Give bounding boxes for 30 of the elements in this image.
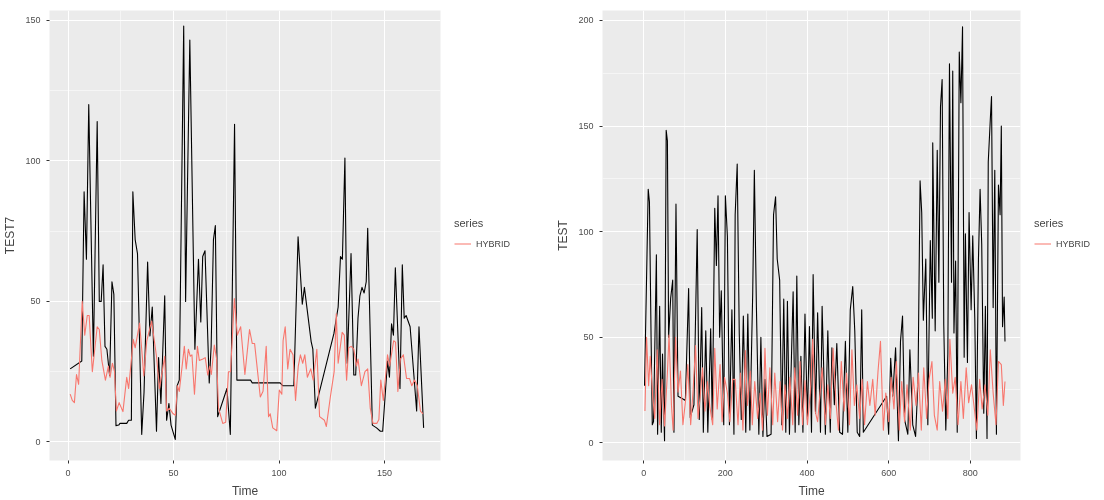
y-axis-title: TEST [556,219,571,251]
line-series [69,298,424,432]
line-series [69,25,425,440]
x-tick-label: 0 [641,467,647,478]
legend-label: HYBRID [476,238,511,249]
legend-label: HYBRID [1056,238,1091,249]
x-axis-title: Time [231,483,259,498]
x-tick-label: 150 [377,467,393,478]
x-tick-label: 800 [962,467,978,478]
x-tick-label: 200 [717,467,733,478]
legend-title: series [1034,216,1065,229]
x-axis-title: Time [798,483,825,498]
x-tick-label: 0 [65,467,71,478]
y-tick-label: 150 [578,121,594,132]
y-tick-label: 50 [583,332,594,343]
x-tick-label: 100 [271,467,287,478]
y-tick-label: 0 [588,437,594,448]
y-tick-label: 50 [30,296,41,307]
y-tick-label: 100 [578,226,594,237]
y-tick-label: 200 [578,15,594,26]
y-tick-label: 100 [25,155,41,166]
y-axis-title: TEST7 [3,216,18,255]
line-series [644,334,1006,431]
y-tick-label: 150 [25,15,41,26]
y-tick-label: 0 [35,436,41,447]
legend-title: series [454,216,485,229]
x-tick-label: 400 [799,467,815,478]
line-series [643,26,1006,442]
x-tick-label: 50 [168,467,179,478]
x-tick-label: 600 [881,467,897,478]
